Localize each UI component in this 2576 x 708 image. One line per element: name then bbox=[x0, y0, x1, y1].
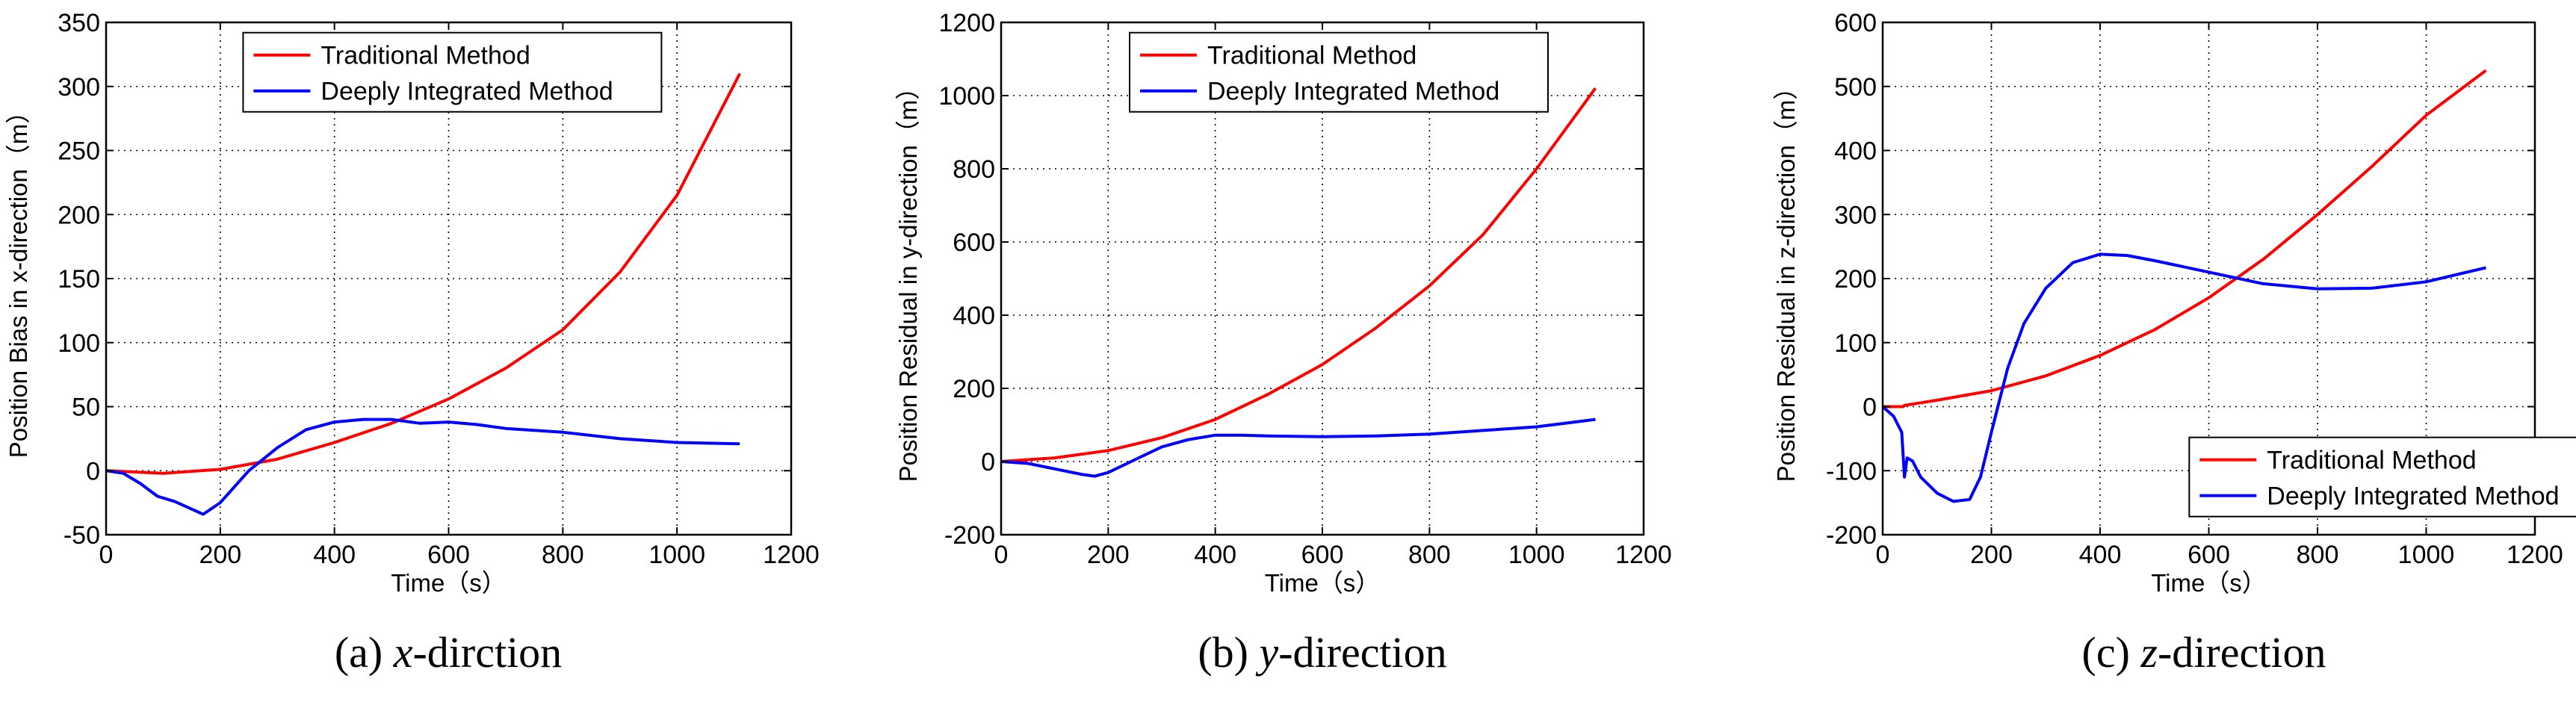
y-tick-label: 800 bbox=[953, 155, 995, 184]
panel-caption: (a) x-dirction bbox=[335, 628, 562, 677]
x-tick-label: 400 bbox=[2079, 541, 2122, 569]
y-tick-label: 250 bbox=[58, 137, 100, 166]
caption-variable: x bbox=[393, 628, 413, 677]
y-tick-label: 300 bbox=[58, 73, 100, 102]
legend-box bbox=[2188, 436, 2576, 518]
caption-variable: y bbox=[1255, 628, 1278, 677]
x-tick-label: 1000 bbox=[648, 541, 705, 569]
x-tick-label: 800 bbox=[542, 541, 584, 569]
y-tick-label: 100 bbox=[1834, 329, 1877, 358]
y-tick-label: 600 bbox=[1834, 9, 1877, 37]
y-axis-label: Position Bias in x-direction（m） bbox=[4, 99, 32, 459]
x-tick-label: 1200 bbox=[2507, 541, 2563, 569]
x-tick-label: 600 bbox=[2188, 541, 2230, 569]
x-axis-label: Time（s） bbox=[1265, 569, 1381, 597]
y-tick-label: 400 bbox=[1834, 137, 1877, 166]
y-tick-label: 0 bbox=[981, 448, 995, 476]
series-line-traditional bbox=[105, 72, 741, 475]
chart-panel-3: 0 200 400 600 800 1000 1200 -200 -100 0 100 200 300 4… bbox=[1772, 9, 2576, 677]
legend-box bbox=[1129, 31, 1549, 113]
caption-prefix: (b) bbox=[1198, 628, 1259, 677]
x-axis-label: Time（s） bbox=[391, 569, 507, 597]
x-tick-label: 800 bbox=[2297, 541, 2339, 569]
series-line-traditional bbox=[1000, 87, 1597, 463]
caption-suffix: -direction bbox=[2158, 628, 2326, 677]
y-tick-label: 0 bbox=[86, 457, 100, 485]
x-tick-label: 1200 bbox=[763, 541, 820, 569]
legend: Traditional Method Deeply Integrated Meth… bbox=[1129, 31, 1549, 113]
legend-label: Deeply Integrated Method bbox=[321, 78, 613, 106]
panel-caption: (b) y-direction bbox=[1198, 628, 1446, 677]
y-tick-label: 600 bbox=[953, 229, 995, 257]
legend-label: Traditional Method bbox=[321, 42, 530, 70]
x-tick-label: 0 bbox=[1876, 541, 1890, 569]
y-tick-label: 50 bbox=[72, 394, 100, 422]
x-tick-label: 600 bbox=[1301, 541, 1344, 569]
y-tick-label: 400 bbox=[953, 302, 995, 330]
legend-label: Deeply Integrated Method bbox=[1207, 78, 1499, 106]
caption-prefix: (a) bbox=[335, 628, 394, 677]
series-line-deeply-integrated bbox=[1881, 252, 2486, 503]
y-tick-label: 0 bbox=[1863, 394, 1877, 422]
panel-caption: (c) z-direction bbox=[2082, 628, 2326, 677]
y-tick-label: 100 bbox=[58, 329, 100, 358]
caption-prefix: (c) bbox=[2082, 628, 2141, 677]
legend-label: Traditional Method bbox=[1207, 42, 1417, 70]
y-tick-label: 1200 bbox=[938, 9, 995, 37]
y-tick-label: 200 bbox=[58, 201, 100, 229]
legend-label: Traditional Method bbox=[2267, 447, 2476, 475]
x-tick-label: 200 bbox=[1970, 541, 2013, 569]
y-tick-label: 200 bbox=[1834, 265, 1877, 294]
x-tick-label: 600 bbox=[427, 541, 470, 569]
caption-suffix: -dirction bbox=[412, 628, 562, 677]
legend: Traditional Method Deeply Integrated Meth… bbox=[242, 31, 663, 113]
y-tick-label: 300 bbox=[1834, 201, 1877, 229]
series-line-traditional bbox=[1883, 69, 2487, 409]
x-tick-label: 200 bbox=[199, 541, 241, 569]
legend-label: Deeply Integrated Method bbox=[2267, 482, 2559, 511]
y-tick-label: 1000 bbox=[938, 82, 995, 111]
y-tick-label: -50 bbox=[64, 521, 100, 550]
x-tick-label: 200 bbox=[1087, 541, 1130, 569]
x-tick-label: 0 bbox=[99, 541, 114, 569]
series-line-deeply-integrated bbox=[105, 417, 740, 516]
chart-panel-1: 0 200 400 600 800 1000 1200-500501001502002503… bbox=[4, 9, 820, 677]
x-axis-label: Time（s） bbox=[2151, 569, 2267, 597]
y-tick-label: -200 bbox=[944, 521, 995, 550]
y-tick-label: -200 bbox=[1826, 521, 1877, 550]
x-tick-label: 400 bbox=[1194, 541, 1236, 569]
x-tick-label: 1000 bbox=[1508, 541, 1565, 569]
x-tick-label: 0 bbox=[994, 541, 1009, 569]
x-tick-label: 800 bbox=[1408, 541, 1451, 569]
y-tick-label: 200 bbox=[953, 375, 995, 403]
legend: Traditional Method Deeply Integrated Meth… bbox=[2188, 436, 2576, 518]
y-axis-label: Position Residual in z-direction（m） bbox=[1772, 75, 1800, 482]
y-tick-label: -100 bbox=[1826, 457, 1877, 485]
x-tick-label: 1000 bbox=[2398, 541, 2455, 569]
caption-suffix: -direction bbox=[1278, 628, 1446, 677]
y-tick-label: 500 bbox=[1834, 73, 1877, 102]
y-tick-label: 150 bbox=[58, 265, 100, 294]
chart-panel-2: 0 200 400 600 800 1000 1200-200020040060080010… bbox=[894, 9, 1672, 677]
y-tick-label: 350 bbox=[58, 9, 100, 37]
legend-box bbox=[242, 31, 663, 113]
series-line-deeply-integrated bbox=[1000, 417, 1596, 478]
caption-variable: z bbox=[2140, 628, 2158, 677]
x-tick-label: 400 bbox=[313, 541, 356, 569]
y-axis-label: Position Residual in y-direction（m） bbox=[894, 75, 922, 482]
x-tick-label: 1200 bbox=[1615, 541, 1672, 569]
